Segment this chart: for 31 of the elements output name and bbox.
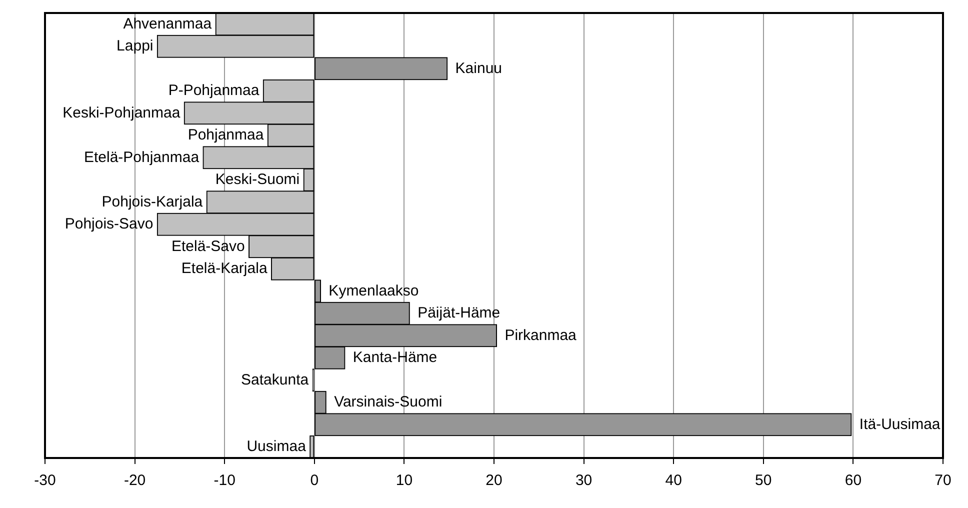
x-tick-label: -10: [214, 472, 236, 490]
x-tick-label: 10: [396, 472, 413, 490]
y-tick-label: Kainuu: [455, 60, 502, 77]
y-tick-label: Uusimaa: [246, 438, 307, 456]
y-tick-label: Päijät-Häme: [418, 304, 500, 322]
y-tick-label: Kanta-Häme: [352, 349, 438, 366]
x-tick-label: 50: [755, 472, 772, 490]
y-tick-label: Pohjois-Savo: [64, 216, 154, 233]
x-tick-label: 0: [310, 472, 319, 490]
x-tick-label: -20: [124, 472, 146, 490]
x-tick-label: 20: [486, 472, 502, 490]
y-tick-label: Keski-Suomi: [215, 171, 300, 188]
y-tick-label: Varsinais-Suomi: [334, 394, 442, 411]
x-tick-label: 30: [575, 472, 592, 490]
x-tick-label: -30: [34, 472, 56, 490]
y-tick-label: Lappi: [116, 38, 154, 55]
x-tick-label: 40: [665, 472, 682, 490]
x-tick-label: 70: [934, 472, 952, 490]
y-tick-label: P-Pohjanmaa: [168, 82, 260, 100]
y-tick-label: Etelä-Pohjanmaa: [84, 148, 200, 166]
y-tick-label: Pohjanmaa: [188, 126, 264, 144]
y-tick-label: Etelä-Savo: [171, 238, 245, 255]
x-tick-label: 60: [844, 472, 862, 490]
y-tick-label: Kymenlaakso: [328, 282, 419, 300]
y-tick-label: Satakunta: [241, 371, 310, 388]
y-tick-label: Pohjois-Karjala: [102, 193, 204, 210]
y-tick-label: Ahvenanmaa: [123, 15, 212, 32]
y-tick-label: Keski-Pohjanmaa: [62, 104, 181, 122]
y-tick-label: Itä-Uusimaa: [859, 416, 941, 433]
y-tick-label: Etelä-Karjala: [181, 260, 268, 278]
y-tick-label: Pirkanmaa: [504, 326, 578, 344]
